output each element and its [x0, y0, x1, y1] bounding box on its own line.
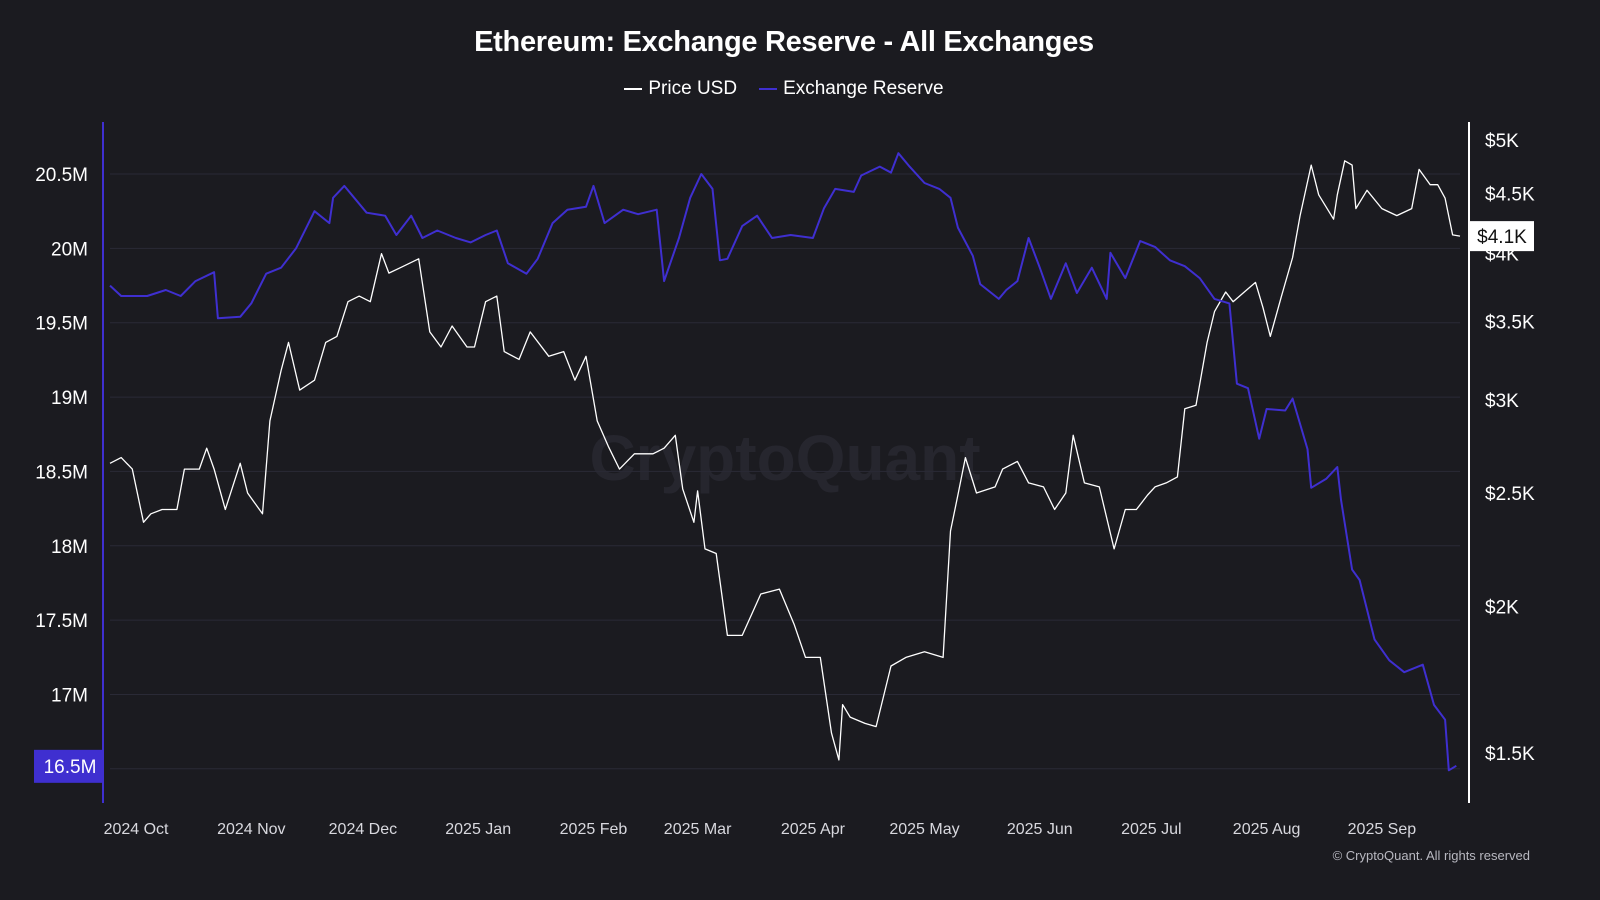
- legend-item-price[interactable]: Price USD: [624, 78, 737, 100]
- copyright: © CryptoQuant. All rights reserved: [1332, 848, 1530, 863]
- x-axis-tick-label: 2025 Jun: [1007, 821, 1073, 838]
- x-axis-tick-label: 2025 May: [889, 821, 959, 838]
- legend-label-price: Price USD: [648, 78, 738, 99]
- x-axis-tick-label: 2024 Nov: [217, 821, 286, 838]
- x-axis-tick-label: 2025 Mar: [664, 821, 732, 838]
- legend-label-reserve: Exchange Reserve: [783, 78, 944, 99]
- right-axis-tick-label: $4.5K: [1485, 185, 1535, 206]
- left-axis-tick-label: 17.5M: [35, 611, 88, 632]
- right-axis-tick-label: $3.5K: [1485, 313, 1535, 334]
- reserve-current-badge: [34, 749, 103, 783]
- reserve-current-label: 16.5M: [44, 757, 97, 778]
- left-axis-tick-label: 20M: [51, 239, 88, 260]
- right-axis-tick-label: $1.5K: [1485, 744, 1535, 765]
- right-axis-tick-label: $2K: [1485, 598, 1519, 619]
- x-axis-tick-label: 2025 Aug: [1233, 821, 1301, 838]
- series-line-price-usd: [109, 160, 1461, 761]
- x-axis-tick-label: 2025 Jul: [1121, 821, 1182, 838]
- left-axis-tick-label: 19.5M: [35, 314, 88, 335]
- series-line-exchange-reserve: [109, 152, 1457, 772]
- x-axis-tick-label: 2025 Jan: [445, 821, 511, 838]
- legend-item-reserve[interactable]: Exchange Reserve: [759, 78, 944, 100]
- left-axis-tick-label: 18M: [51, 537, 88, 558]
- right-axis-tick-label: $2.5K: [1485, 484, 1535, 505]
- right-axis-tick-label: $5K: [1485, 131, 1519, 152]
- left-axis-tick-label: 19M: [51, 388, 88, 409]
- x-axis-tick-label: 2025 Sep: [1348, 821, 1417, 838]
- legend-swatch-price: [624, 88, 643, 90]
- price-current-badge: [1470, 221, 1534, 252]
- x-axis-tick-label: 2024 Dec: [329, 821, 398, 838]
- left-axis-tick-label: 17M: [51, 685, 88, 706]
- x-axis-tick-label: 2025 Feb: [560, 821, 628, 838]
- left-axis-tick-label: 20.5M: [35, 165, 88, 186]
- right-axis-tick-label: $3K: [1485, 391, 1519, 412]
- price-current-label: $4.1K: [1477, 227, 1527, 248]
- legend: Price USD Exchange Reserve: [0, 78, 1568, 100]
- legend-swatch-reserve: [759, 88, 778, 90]
- x-axis-tick-label: 2024 Oct: [104, 821, 169, 838]
- chart-title: Ethereum: Exchange Reserve - All Exchang…: [474, 26, 1094, 58]
- watermark: CryptoQuant: [589, 422, 980, 494]
- left-axis-tick-label: 18.5M: [35, 462, 88, 483]
- x-axis-tick-label: 2025 Apr: [781, 821, 846, 838]
